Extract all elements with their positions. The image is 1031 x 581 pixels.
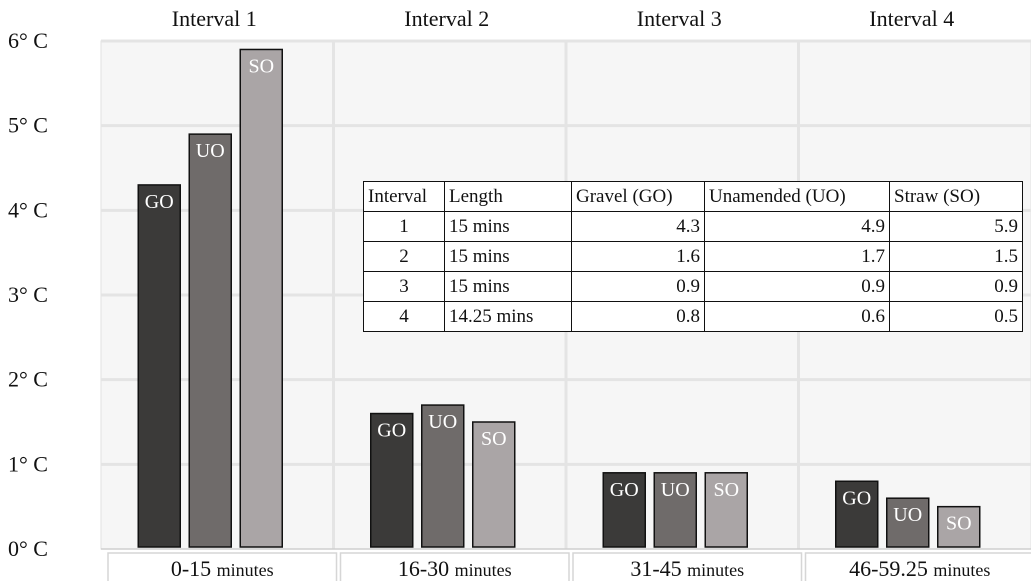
header-straw: Straw (SO) (889, 181, 1023, 212)
bar-label: UO (661, 479, 690, 501)
cell-gravel: 4.3 (571, 211, 705, 242)
y-axis-labels: 0° C 1° C 2° C 3° C 4° C 5° C 6° C (8, 28, 48, 561)
cell-straw: 0.9 (889, 271, 1023, 302)
cell-length: 15 mins (444, 271, 572, 302)
bar-label: GO (377, 420, 406, 442)
cell-unamended: 0.6 (704, 301, 890, 332)
cell-gravel: 0.8 (571, 301, 705, 332)
bar-so (472, 421, 516, 548)
table-row: 3 15 mins 0.9 0.9 0.9 (363, 271, 1023, 302)
table-row: 1 15 mins 4.3 4.9 5.9 (363, 211, 1023, 242)
header-length: Length (444, 181, 572, 212)
cell-gravel: 0.9 (571, 271, 705, 302)
cell-interval: 1 (363, 211, 445, 242)
bar-label: GO (610, 479, 639, 501)
interval-label: Interval 4 (869, 6, 954, 31)
cell-straw: 0.5 (889, 301, 1023, 332)
bar-so (704, 472, 748, 548)
y-tick-label: 1° C (8, 451, 48, 476)
cell-length: 14.25 mins (444, 301, 572, 332)
cell-unamended: 4.9 (704, 211, 890, 242)
table-row: 4 14.25 mins 0.8 0.6 0.5 (363, 301, 1023, 332)
interval-label: Interval 3 (637, 6, 722, 31)
bar-label: UO (428, 411, 457, 433)
x-category-box (572, 552, 803, 581)
bar-label: SO (481, 428, 507, 450)
y-tick-label: 5° C (8, 113, 48, 138)
table-row: 2 15 mins 1.6 1.7 1.5 (363, 241, 1023, 272)
bar-uo (421, 404, 465, 548)
cell-straw: 5.9 (889, 211, 1023, 242)
bar-label: SO (713, 479, 739, 501)
cell-length: 15 mins (444, 211, 572, 242)
cell-straw: 1.5 (889, 241, 1023, 272)
interval-labels: Interval 1 Interval 2 Interval 3 Interval 4 (172, 6, 954, 31)
x-category-box (804, 552, 1031, 581)
header-unamended: Unamended (UO) (704, 181, 890, 212)
cell-length: 15 mins (444, 241, 572, 272)
bar-uo (653, 472, 697, 548)
bar-go (835, 480, 879, 548)
x-tick-label: 0-15 minutes (171, 556, 274, 581)
x-tick-label: 31-45 minutes (630, 556, 744, 581)
header-gravel: Gravel (GO) (571, 181, 705, 212)
bar-label: UO (893, 504, 922, 526)
bar-label: GO (145, 191, 174, 213)
bar-go (137, 184, 181, 548)
cell-interval: 4 (363, 301, 445, 332)
x-tick-label: 16-30 minutes (398, 556, 512, 581)
header-interval: Interval (363, 181, 445, 212)
cell-gravel: 1.6 (571, 241, 705, 272)
x-category-box (107, 552, 338, 581)
cell-interval: 2 (363, 241, 445, 272)
x-axis-labels: 0-15 minutes 16-30 minutes 31-45 minutes 46… (107, 552, 1031, 581)
bar-so (239, 48, 283, 548)
y-tick-label: 4° C (8, 197, 48, 222)
bar-label: GO (842, 487, 871, 509)
cell-unamended: 1.7 (704, 241, 890, 272)
data-table: Interval Length Gravel (GO) Unamended (U… (363, 181, 1023, 332)
cell-interval: 3 (363, 271, 445, 302)
x-category-box (339, 552, 570, 581)
bar-so (937, 505, 981, 548)
table-header-row: Interval Length Gravel (GO) Unamended (U… (363, 181, 1023, 212)
y-tick-label: 3° C (8, 282, 48, 307)
cell-unamended: 0.9 (704, 271, 890, 302)
bar-uo (188, 133, 232, 548)
bar-uo (886, 497, 930, 548)
bars: GO UO SO GO UO SO GO UO SO GO UO SO (137, 48, 981, 548)
interval-label: Interval 1 (172, 6, 257, 31)
bar-label: SO (248, 55, 274, 77)
y-tick-label: 0° C (8, 536, 48, 561)
bar-go (602, 472, 646, 548)
x-tick-label: 46-59.25 minutes (849, 556, 990, 581)
bar-go (370, 412, 414, 548)
y-tick-label: 6° C (8, 28, 48, 53)
interval-label: Interval 2 (404, 6, 489, 31)
bar-label: UO (196, 140, 225, 162)
bar-label: SO (946, 513, 972, 535)
y-tick-label: 2° C (8, 367, 48, 392)
